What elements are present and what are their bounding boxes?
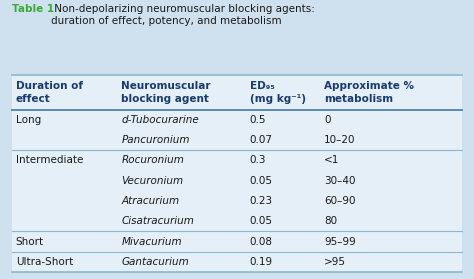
FancyBboxPatch shape [12,75,462,272]
Text: Non-depolarizing neuromuscular blocking agents:
duration of effect, potency, and: Non-depolarizing neuromuscular blocking … [51,4,315,26]
Text: 0.19: 0.19 [250,257,273,267]
Text: Long: Long [16,115,41,125]
Text: 80: 80 [324,216,337,226]
Text: Cisatracurium: Cisatracurium [121,216,194,226]
Text: 0.05: 0.05 [250,176,273,186]
Text: 0.05: 0.05 [250,216,273,226]
Text: Intermediate: Intermediate [16,155,83,165]
Text: 0.07: 0.07 [250,135,273,145]
Text: Pancuronium: Pancuronium [121,135,190,145]
Text: 0.3: 0.3 [250,155,266,165]
Text: Table 1: Table 1 [12,4,54,14]
Text: 0.5: 0.5 [250,115,266,125]
Text: 60–90: 60–90 [324,196,356,206]
Text: >95: >95 [324,257,346,267]
Text: Gantacurium: Gantacurium [121,257,189,267]
Text: 0.08: 0.08 [250,237,273,247]
Text: Vecuronium: Vecuronium [121,176,183,186]
Text: Duration of
effect: Duration of effect [16,81,82,104]
Text: 30–40: 30–40 [324,176,356,186]
Text: Ultra-Short: Ultra-Short [16,257,73,267]
Text: 0.23: 0.23 [250,196,273,206]
Text: <1: <1 [324,155,339,165]
Text: ED₉₅
(mg kg⁻¹): ED₉₅ (mg kg⁻¹) [250,81,306,104]
Text: Atracurium: Atracurium [121,196,180,206]
Text: d-Tubocurarine: d-Tubocurarine [121,115,199,125]
Text: 95–99: 95–99 [324,237,356,247]
Text: 0: 0 [324,115,330,125]
Text: Approximate %
metabolism: Approximate % metabolism [324,81,414,104]
Text: Short: Short [16,237,44,247]
Text: Neuromuscular
blocking agent: Neuromuscular blocking agent [121,81,211,104]
Text: Mivacurium: Mivacurium [121,237,182,247]
Text: 10–20: 10–20 [324,135,356,145]
Text: Rocuronium: Rocuronium [121,155,184,165]
